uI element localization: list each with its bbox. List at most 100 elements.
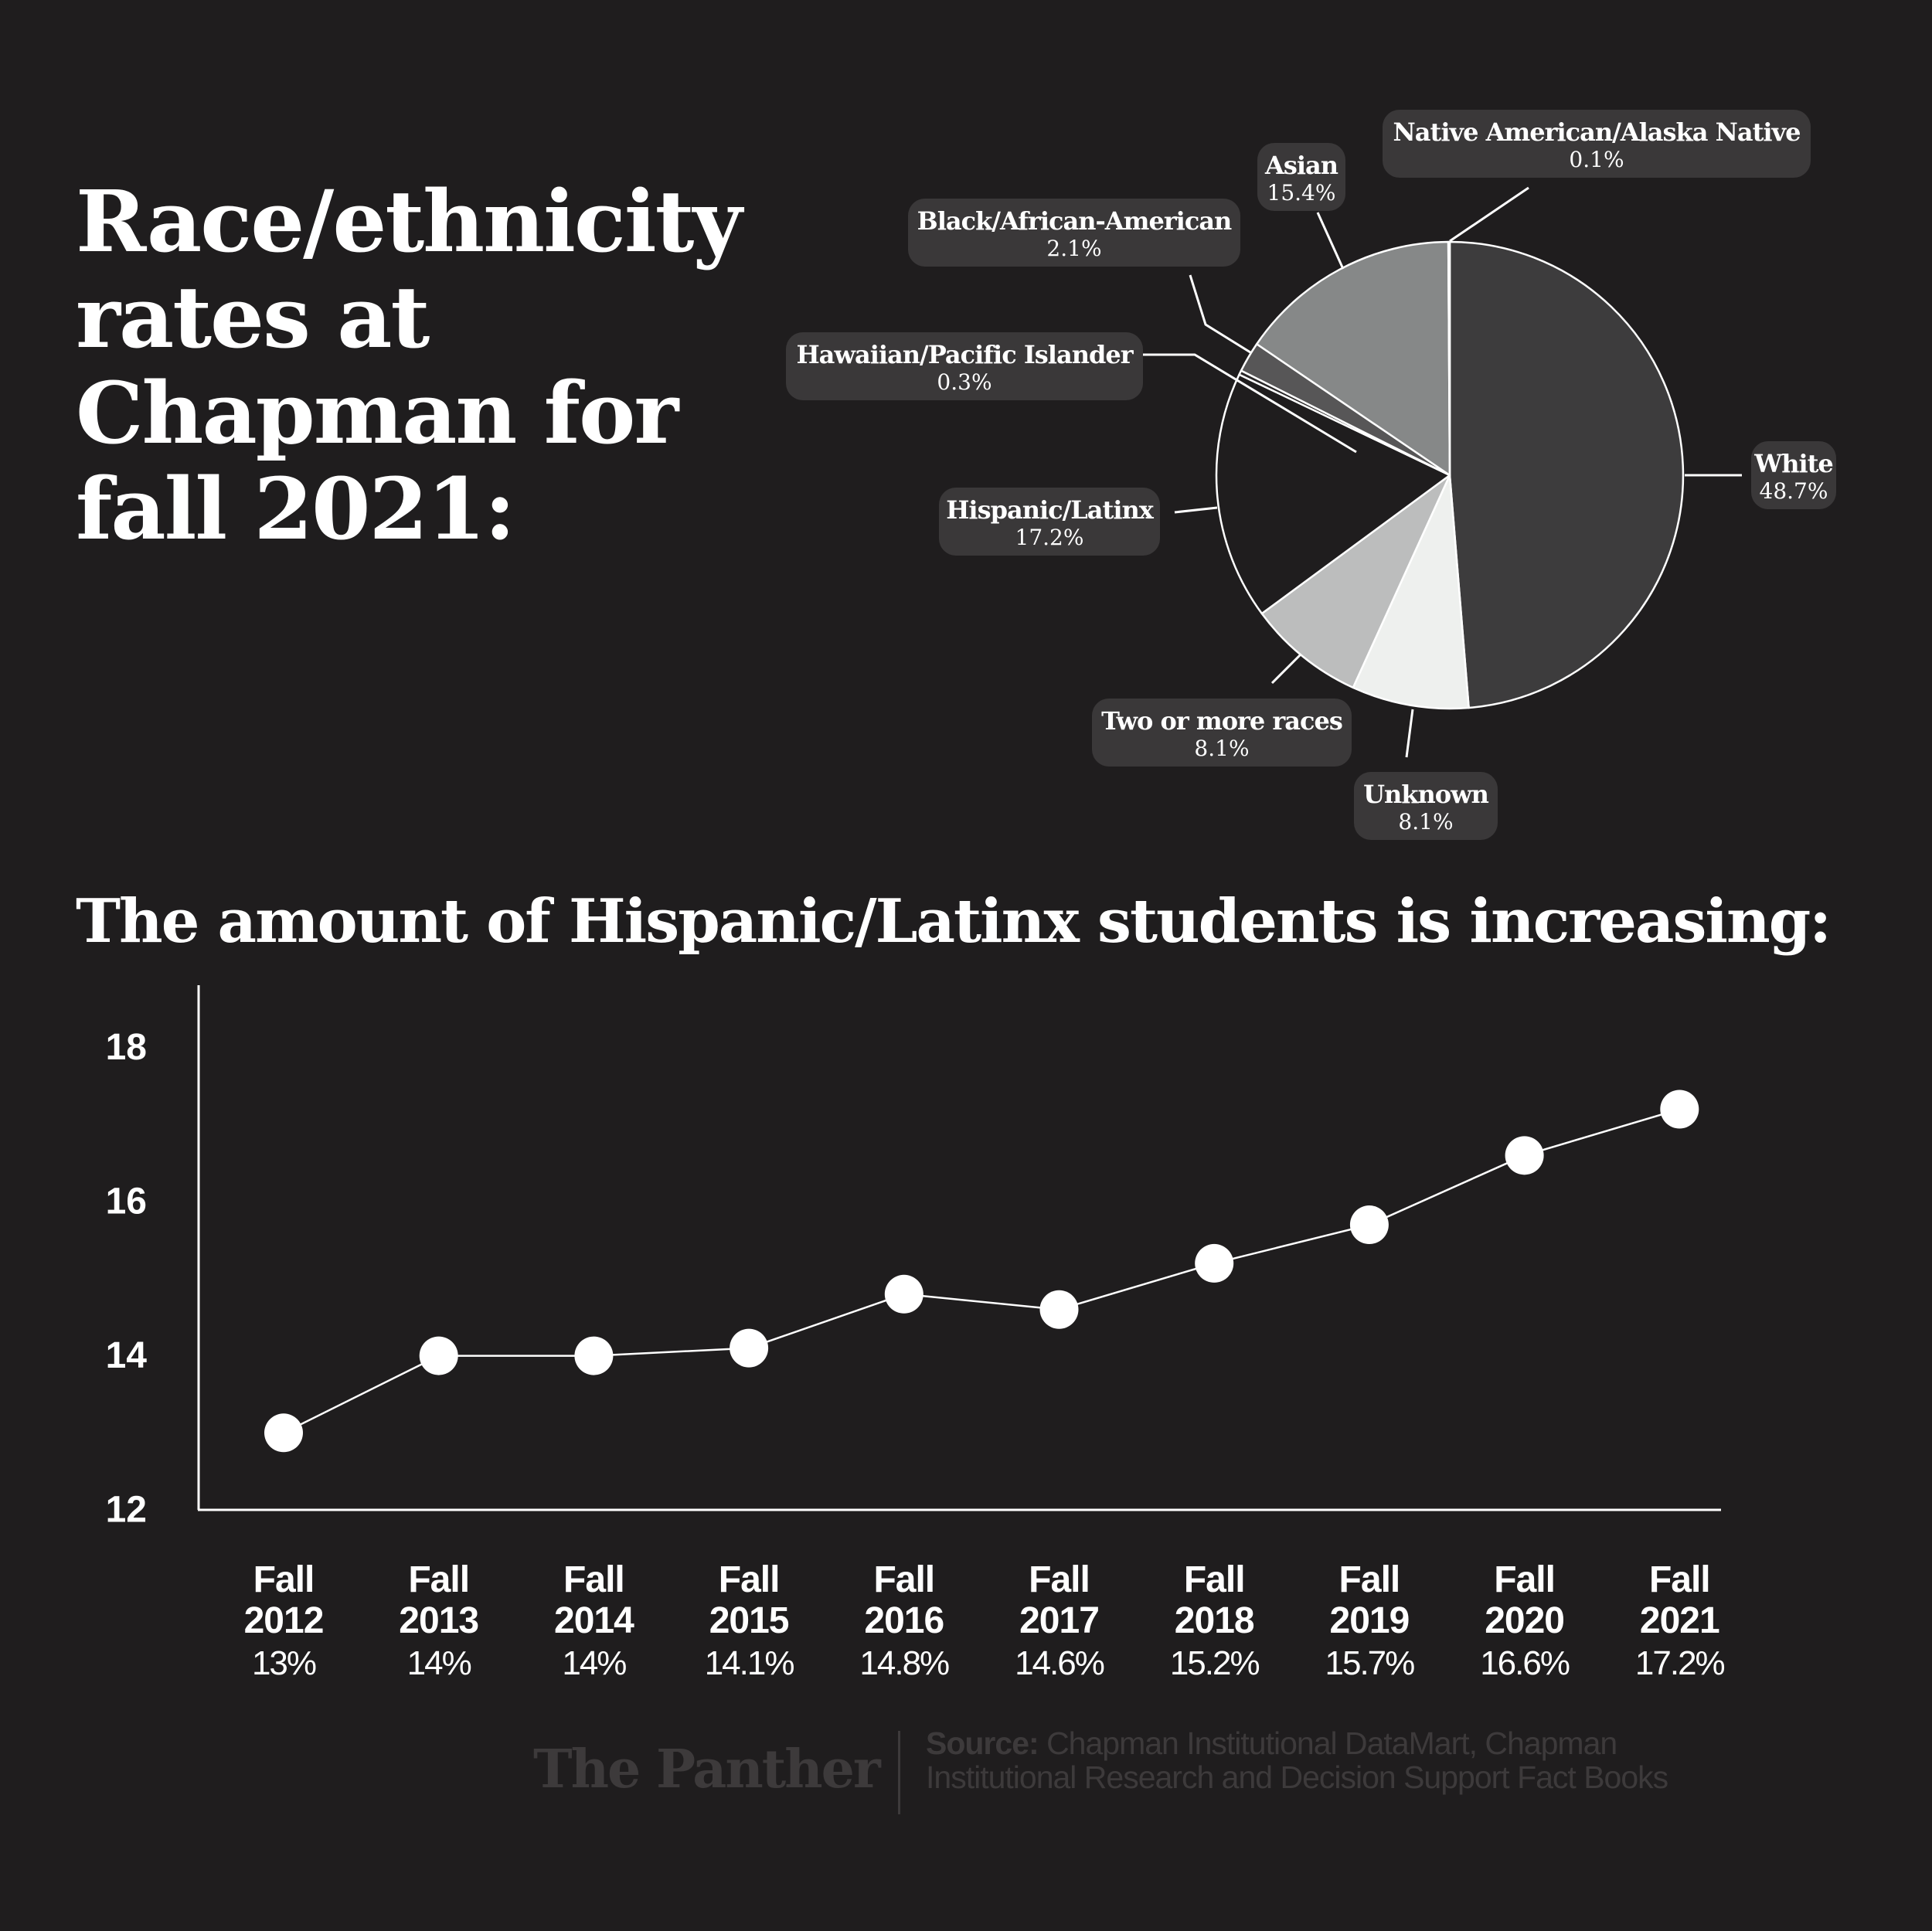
pie-label-box (908, 199, 1240, 267)
title-line: Race/ethnicity (76, 172, 742, 271)
x-tick-label: 2020 (1485, 1600, 1564, 1641)
pie-slice (1255, 240, 1451, 477)
pie-label-name: Hispanic/Latinx (946, 495, 1155, 525)
data-point (1505, 1136, 1544, 1175)
data-point (730, 1328, 769, 1368)
pie-label-name: White (1753, 449, 1833, 478)
pie-label-name: Native American/Alaska Native (1393, 117, 1801, 147)
data-points (264, 1090, 1699, 1453)
data-label: 14.1% (705, 1644, 794, 1682)
data-label: 14% (562, 1644, 626, 1682)
data-point (264, 1413, 303, 1453)
pie-slice (1352, 474, 1470, 710)
pie-label-percent: 17.2% (1015, 525, 1084, 550)
x-tick-label: 2021 (1640, 1600, 1719, 1641)
pie-label-box (939, 488, 1160, 556)
pie-slice (1215, 373, 1451, 615)
data-point (884, 1274, 923, 1314)
pie-label-box (1257, 143, 1345, 211)
data-point (1660, 1090, 1699, 1129)
x-tick-label: 2018 (1175, 1600, 1254, 1641)
data-point (1195, 1243, 1234, 1283)
x-tick-label: Fall (1184, 1559, 1245, 1600)
x-tick-label: 2014 (554, 1600, 634, 1641)
x-tick-label: 2017 (1019, 1600, 1099, 1641)
x-tick-label: 2019 (1330, 1600, 1410, 1641)
pie-label-percent: 15.4% (1267, 180, 1336, 206)
series-line (283, 1108, 1680, 1434)
x-tick-label: Fall (253, 1559, 315, 1600)
data-label: 16.6% (1480, 1644, 1570, 1682)
data-label: 17.2% (1635, 1644, 1725, 1682)
pie-label-name: Asian (1264, 151, 1338, 180)
x-tick-label: Fall (1494, 1559, 1555, 1600)
x-tick-label: Fall (1029, 1559, 1090, 1600)
page-title: Race/ethnicity rates at Chapman for fall… (76, 172, 742, 559)
title-line: rates at (76, 267, 430, 367)
x-tick-labels: Fall201213%Fall201314%Fall201414%Fall201… (244, 1559, 1726, 1682)
y-tick-label: 16 (106, 1181, 147, 1222)
x-tick-label: Fall (408, 1559, 469, 1600)
pie-label-name: Hawaiian/Pacific Islander (796, 340, 1134, 369)
title-line: Chapman for (76, 363, 679, 463)
pie-slice (1447, 240, 1451, 477)
title-line: fall 2021: (76, 459, 515, 559)
pie-label-box (1751, 441, 1836, 509)
pie-label-name: Unknown (1363, 780, 1489, 809)
data-label: 13% (252, 1644, 316, 1682)
x-tick-label: Fall (873, 1559, 934, 1600)
x-tick-label: 2012 (244, 1600, 324, 1641)
data-label: 14.8% (859, 1644, 949, 1682)
pie-label-percent: 8.1% (1398, 809, 1453, 835)
pie-label-box (786, 332, 1143, 400)
data-point (1349, 1205, 1389, 1245)
footer-divider (898, 1731, 900, 1814)
data-point (419, 1336, 458, 1375)
x-tick-label: Fall (719, 1559, 780, 1600)
pie-label-box (1092, 699, 1352, 767)
y-tick-labels: 12 14 16 18 (106, 1027, 148, 1530)
x-tick-label: Fall (1339, 1559, 1400, 1600)
pie-leader-line (1449, 186, 1529, 243)
pie-leader-line (1189, 274, 1251, 354)
y-tick-label: 12 (106, 1490, 147, 1531)
line-chart-title: The amount of Hispanic/Latinx students i… (76, 886, 1832, 957)
data-label: 15.2% (1170, 1644, 1260, 1682)
axes (197, 985, 1721, 1511)
data-point (574, 1336, 614, 1375)
pie-label-name: Black/African-American (917, 206, 1232, 236)
pie-label-percent: 8.1% (1194, 736, 1249, 761)
pie-label-percent: 0.1% (1569, 147, 1624, 172)
data-label: 14.6% (1015, 1644, 1104, 1682)
pie-leader-line (1139, 353, 1357, 454)
pie-label-percent: 48.7% (1760, 478, 1828, 504)
pie-label-box (1383, 110, 1811, 178)
data-point (1039, 1290, 1079, 1329)
pie-label-percent: 0.3% (937, 369, 992, 395)
pie-slices (1215, 240, 1685, 710)
pie-label-box (1354, 772, 1498, 840)
pie-leader-line (1174, 506, 1218, 514)
x-tick-label: Fall (563, 1559, 624, 1600)
x-tick-label: 2016 (864, 1600, 944, 1641)
pie-label-name: Two or more races (1101, 706, 1342, 736)
source-text: Chapman Institutional DataMart, Chapman … (926, 1725, 1668, 1795)
x-tick-label: Fall (1649, 1559, 1710, 1600)
pie-leader-line (1405, 709, 1414, 758)
pie-label-percent: 2.1% (1046, 236, 1101, 261)
brand-logo: The Panther (533, 1739, 881, 1800)
data-label: 15.7% (1325, 1644, 1415, 1682)
pie-slice (1448, 240, 1685, 709)
source-note: Source: Chapman Institutional DataMart, … (926, 1726, 1737, 1794)
